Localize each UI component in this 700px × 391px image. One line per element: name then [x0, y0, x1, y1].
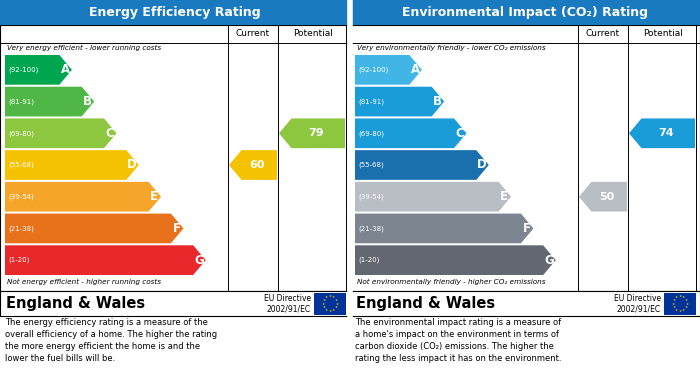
Polygon shape [355, 118, 466, 148]
Text: ★: ★ [675, 296, 678, 300]
Polygon shape [355, 182, 511, 212]
Text: (69-80): (69-80) [8, 130, 34, 136]
Text: Potential: Potential [643, 29, 683, 38]
Text: C: C [455, 127, 464, 140]
Polygon shape [5, 150, 139, 180]
Text: Current: Current [236, 29, 270, 38]
Text: ★: ★ [328, 308, 332, 312]
Text: ★: ★ [325, 296, 328, 300]
Text: (92-100): (92-100) [358, 66, 388, 73]
Text: (55-68): (55-68) [358, 162, 384, 168]
Text: ★: ★ [671, 301, 675, 305]
Bar [350, 25, 700, 291]
Text: F: F [172, 222, 181, 235]
Text: ★: ★ [321, 301, 325, 305]
Text: (55-68): (55-68) [8, 162, 34, 168]
Text: E: E [500, 190, 508, 203]
Text: 60: 60 [249, 160, 265, 170]
Text: ★: ★ [672, 298, 676, 302]
Text: (81-91): (81-91) [8, 98, 34, 105]
Text: G: G [544, 254, 554, 267]
Polygon shape [629, 118, 695, 148]
Text: (92-100): (92-100) [8, 66, 38, 73]
Text: ★: ★ [675, 308, 678, 312]
Text: England & Wales: England & Wales [6, 296, 145, 311]
Text: ★: ★ [335, 301, 339, 305]
Polygon shape [355, 213, 533, 243]
Text: England & Wales: England & Wales [356, 296, 495, 311]
Bar [314, 292, 346, 314]
Text: Potential: Potential [293, 29, 333, 38]
Text: A: A [410, 63, 419, 76]
Text: F: F [522, 222, 531, 235]
Text: B: B [83, 95, 92, 108]
Text: Environmental Impact (CO₂) Rating: Environmental Impact (CO₂) Rating [402, 6, 648, 19]
Polygon shape [5, 213, 183, 243]
Text: ★: ★ [332, 296, 335, 300]
Text: EU Directive
2002/91/EC: EU Directive 2002/91/EC [614, 294, 661, 313]
Polygon shape [279, 118, 345, 148]
Bar [350, 0, 700, 25]
Polygon shape [355, 245, 556, 275]
Polygon shape [355, 150, 489, 180]
Text: ★: ★ [322, 305, 326, 309]
Bar [664, 292, 696, 314]
Text: ★: ★ [335, 305, 337, 309]
Polygon shape [229, 150, 277, 180]
Text: B: B [433, 95, 442, 108]
Polygon shape [5, 245, 206, 275]
Bar [350, 291, 700, 316]
Text: The energy efficiency rating is a measure of the
overall efficiency of a home. T: The energy efficiency rating is a measur… [5, 318, 217, 364]
Text: ★: ★ [332, 308, 335, 312]
Text: D: D [477, 158, 486, 172]
Text: Very energy efficient - lower running costs: Very energy efficient - lower running co… [7, 45, 161, 51]
Text: (1-20): (1-20) [358, 257, 379, 264]
Text: (39-54): (39-54) [358, 194, 384, 200]
Polygon shape [5, 182, 161, 212]
Text: (69-80): (69-80) [358, 130, 384, 136]
Polygon shape [5, 55, 72, 85]
Text: ★: ★ [678, 294, 682, 298]
Text: A: A [60, 63, 69, 76]
Bar [0, 25, 350, 291]
Text: (81-91): (81-91) [358, 98, 384, 105]
Polygon shape [5, 87, 95, 117]
Text: ★: ★ [328, 294, 332, 298]
Text: ★: ★ [322, 298, 326, 302]
Text: D: D [127, 158, 136, 172]
Text: ★: ★ [685, 298, 687, 302]
Text: EU Directive
2002/91/EC: EU Directive 2002/91/EC [264, 294, 311, 313]
Text: 74: 74 [658, 128, 673, 138]
Text: ★: ★ [685, 305, 687, 309]
Text: (21-38): (21-38) [358, 225, 384, 232]
Bar [0, 0, 350, 25]
Text: ★: ★ [682, 308, 685, 312]
Text: ★: ★ [335, 298, 337, 302]
Text: (39-54): (39-54) [8, 194, 34, 200]
Text: Not energy efficient - higher running costs: Not energy efficient - higher running co… [7, 279, 161, 285]
Text: 50: 50 [599, 192, 615, 202]
Text: Not environmentally friendly - higher CO₂ emissions: Not environmentally friendly - higher CO… [357, 279, 545, 285]
Text: G: G [194, 254, 204, 267]
Text: ★: ★ [672, 305, 676, 309]
Text: (1-20): (1-20) [8, 257, 29, 264]
Polygon shape [355, 87, 444, 117]
Text: ★: ★ [685, 301, 689, 305]
Text: (21-38): (21-38) [8, 225, 34, 232]
Text: 79: 79 [308, 128, 323, 138]
Text: Current: Current [586, 29, 620, 38]
Text: ★: ★ [678, 308, 682, 312]
Bar [0, 291, 350, 316]
Text: C: C [105, 127, 114, 140]
Polygon shape [579, 182, 627, 212]
Text: E: E [150, 190, 158, 203]
Text: ★: ★ [325, 308, 328, 312]
Text: The environmental impact rating is a measure of
a home's impact on the environme: The environmental impact rating is a mea… [355, 318, 561, 364]
Text: Energy Efficiency Rating: Energy Efficiency Rating [89, 6, 261, 19]
Polygon shape [5, 118, 116, 148]
Text: ★: ★ [682, 296, 685, 300]
Text: Very environmentally friendly - lower CO₂ emissions: Very environmentally friendly - lower CO… [357, 45, 545, 51]
Polygon shape [355, 55, 422, 85]
